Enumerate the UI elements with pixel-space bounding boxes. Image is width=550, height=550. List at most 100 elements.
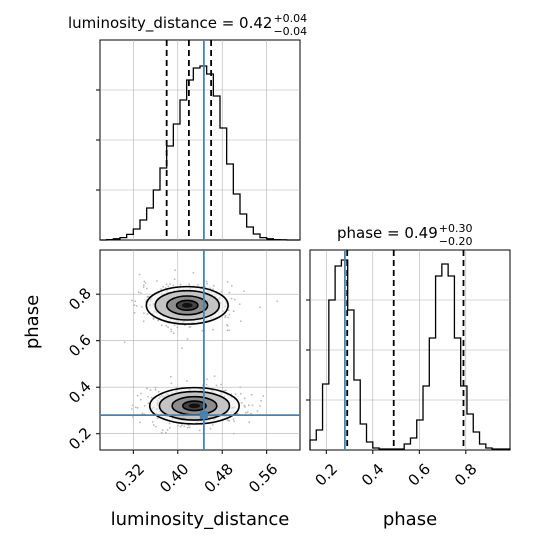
- scatter-point: [213, 285, 215, 287]
- scatter-point: [224, 389, 227, 392]
- scatter-point: [228, 329, 231, 331]
- scatter-point: [228, 291, 231, 294]
- scatter-point: [139, 421, 141, 424]
- title-sup-luminosity-distance: +0.04: [273, 12, 307, 25]
- scatter-point: [209, 287, 211, 290]
- scatter-point: [149, 389, 152, 391]
- scatter-point: [187, 424, 190, 427]
- scatter-point: [154, 387, 157, 389]
- scatter-point: [143, 312, 145, 315]
- scatter-point: [198, 429, 201, 432]
- scatter-point: [139, 292, 142, 294]
- title-luminosity-distance: luminosity_distance = 0.42: [68, 14, 272, 33]
- panel-phase-hist: phase = 0.49 +0.30 −0.20: [306, 222, 511, 451]
- scatter-point: [131, 408, 133, 410]
- contour-line-2: [165, 295, 209, 316]
- scatter-point: [145, 287, 148, 290]
- truth-crosshair: [100, 250, 300, 450]
- scatter-point: [170, 375, 172, 378]
- scatter-point: [189, 426, 191, 429]
- scatter-point: [192, 271, 195, 274]
- scatter-point: [228, 419, 231, 422]
- scatter-point: [142, 286, 145, 289]
- x-tick-label: 0.4: [358, 460, 388, 490]
- scatter-point: [179, 283, 182, 286]
- scatter-point: [256, 410, 259, 412]
- scatter-point: [238, 303, 241, 305]
- scatter-point: [138, 273, 141, 276]
- scatter-point: [243, 290, 246, 292]
- scatter-point: [179, 425, 182, 428]
- scatter-point: [205, 280, 208, 283]
- scatter-point: [160, 288, 163, 290]
- scatter-point: [151, 421, 154, 423]
- scatter-point: [136, 406, 139, 409]
- scatter-point: [136, 394, 139, 397]
- title-sup-phase: +0.30: [439, 222, 473, 235]
- scatter-point: [143, 405, 146, 407]
- scatter-point: [196, 284, 199, 286]
- scatter-point: [250, 393, 253, 396]
- scatter-point: [156, 280, 158, 282]
- scatter-point: [144, 282, 147, 284]
- x-axis-label-phase: phase: [383, 509, 437, 530]
- scatter-point: [220, 383, 223, 386]
- scatter-point: [180, 424, 183, 427]
- scatter-point: [146, 295, 149, 298]
- scatter-point: [233, 420, 235, 423]
- scatter-point: [226, 419, 229, 421]
- scatter-point: [228, 313, 231, 316]
- scatter-point: [260, 399, 263, 402]
- scatter-point: [232, 310, 235, 313]
- scatter-point: [150, 396, 153, 399]
- scatter-point: [188, 283, 191, 285]
- scatter-point: [209, 427, 212, 430]
- scatter-point: [233, 298, 236, 301]
- scatter-point: [206, 282, 208, 285]
- scatter-point: [239, 386, 242, 389]
- scatter-point: [227, 316, 230, 319]
- scatter-point: [174, 269, 177, 272]
- scatter-point: [143, 280, 146, 283]
- scatter-point: [160, 431, 163, 434]
- scatter-point: [165, 283, 168, 286]
- scatter-point: [168, 422, 171, 425]
- scatter-point: [140, 392, 142, 395]
- x-ticks-luminosity-distance: 0.32 0.40 0.48 0.56: [112, 450, 281, 496]
- scatter-point: [234, 393, 237, 396]
- scatter-point: [224, 316, 227, 319]
- grid-luminosity-distance-hist: [100, 40, 300, 240]
- scatter-point: [232, 432, 235, 435]
- y-ticks-phase: 0.2 0.4 0.6 0.8: [65, 284, 100, 453]
- scatter-point: [123, 341, 126, 344]
- scatter-point: [146, 313, 149, 315]
- scatter-point: [205, 383, 208, 386]
- scatter-point: [168, 426, 171, 429]
- scatter-point: [172, 332, 175, 335]
- scatter-point: [134, 300, 137, 303]
- scatter-point: [167, 326, 170, 329]
- quantile-lines-phase: [346, 250, 465, 450]
- scatter-point: [248, 421, 251, 424]
- hist-yticks-luminosity-distance: [96, 89, 100, 191]
- scatter-point: [173, 278, 176, 281]
- contour-line-1: [158, 390, 231, 421]
- contour-line-1: [154, 289, 221, 321]
- y-axis-label-phase: phase: [22, 295, 43, 349]
- scatter-point: [276, 300, 279, 303]
- x-axis-label-luminosity-distance: luminosity_distance: [111, 509, 290, 530]
- scatter-point: [215, 384, 218, 387]
- scatter-point: [146, 387, 148, 390]
- scatter-point: [141, 306, 143, 308]
- scatter-point: [154, 425, 157, 428]
- scatter-point: [167, 285, 170, 288]
- scatter-point: [243, 397, 246, 400]
- scatter-point: [131, 299, 134, 302]
- scatter-point: [212, 288, 214, 291]
- contour-line-3: [181, 400, 207, 412]
- scatter-point: [131, 404, 134, 407]
- scatter-point: [176, 326, 179, 329]
- scatter-point: [141, 412, 144, 415]
- scatter-point: [247, 404, 250, 407]
